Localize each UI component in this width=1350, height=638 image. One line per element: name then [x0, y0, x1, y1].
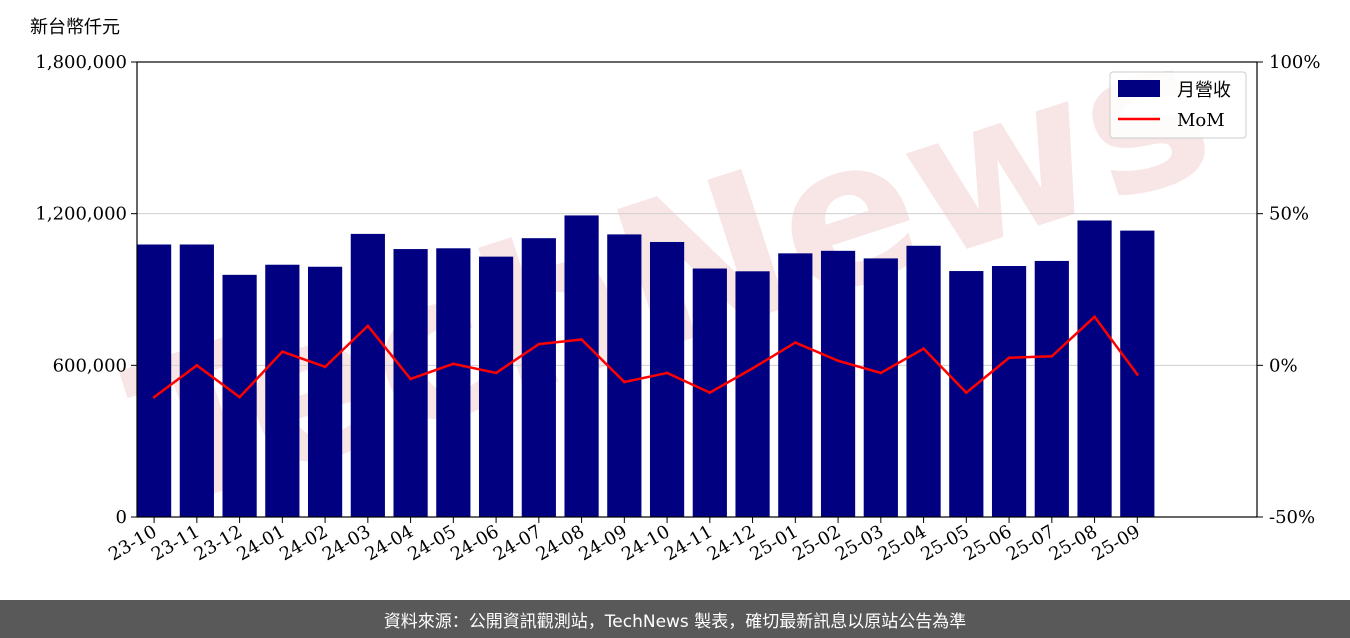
legend-label-revenue: 月營收 — [1177, 80, 1231, 101]
bar-series — [137, 215, 1155, 518]
x-tick-label-24-07: 24-07 — [490, 521, 545, 565]
mom-point-25-02 — [836, 359, 840, 363]
bar-25-07 — [1034, 260, 1069, 517]
x-tick-label-25-04: 25-04 — [875, 521, 930, 565]
bar-25-06 — [991, 265, 1027, 517]
mom-point-23-12 — [238, 395, 241, 399]
bar-25-08 — [1077, 220, 1112, 517]
x-tick-label-25-03: 25-03 — [832, 521, 887, 565]
bar-24-06 — [478, 256, 514, 517]
x-tick-label-25-02: 25-02 — [789, 521, 844, 565]
x-tick-label-24-11: 24-11 — [661, 521, 716, 565]
mom-point-24-09 — [622, 380, 626, 384]
x-tick-label-25-01: 25-01 — [746, 521, 801, 565]
mom-point-24-10 — [665, 371, 669, 375]
mom-point-24-06 — [494, 371, 498, 375]
mom-line — [153, 315, 1139, 399]
mom-point-24-08 — [580, 338, 583, 341]
x-tick-label-24-02: 24-02 — [276, 521, 331, 565]
x-tick-label-24-04: 24-04 — [362, 521, 417, 565]
bar-25-01 — [778, 253, 813, 517]
mom-point-25-01 — [793, 341, 797, 344]
x-tick-label-25-05: 25-05 — [917, 521, 972, 565]
mom-point-24-11 — [708, 391, 712, 395]
bar-25-02 — [820, 250, 856, 517]
bar-24-02 — [307, 266, 343, 517]
legend: 月營收 MoM — [1109, 71, 1247, 139]
footer-source-note: 資料來源：公開資訊觀測站，TechNews 製表，確切最新訊息以原站公告為準 — [0, 600, 1350, 638]
line-series — [152, 315, 1139, 399]
x-tick-label-23-10: 23-10 — [105, 521, 160, 565]
mom-point-25-09 — [1135, 373, 1139, 376]
x-tick-label-24-09: 24-09 — [575, 521, 630, 565]
x-tick-label-25-08: 25-08 — [1046, 521, 1101, 565]
bar-24-05 — [436, 248, 471, 517]
mom-point-25-04 — [922, 347, 925, 351]
right-tick-label: 100% — [1269, 52, 1320, 73]
mom-point-23-10 — [152, 395, 156, 399]
right-tick-label: 0% — [1269, 355, 1298, 376]
x-tick-label-25-06: 25-06 — [960, 521, 1015, 565]
x-tick-label-24-06: 24-06 — [447, 521, 502, 565]
mom-point-24-12 — [751, 366, 754, 370]
x-tick-label-24-05: 24-05 — [404, 521, 459, 565]
bar-24-12 — [735, 271, 770, 517]
x-tick-label-24-10: 24-10 — [618, 521, 673, 565]
right-tick-label: -50% — [1269, 507, 1315, 528]
mom-point-24-04 — [409, 377, 412, 381]
mom-point-25-06 — [1007, 356, 1011, 360]
bar-24-09 — [607, 234, 642, 517]
left-tick-label: 1,800,000 — [35, 52, 127, 73]
mom-point-24-05 — [451, 362, 455, 366]
bar-24-08 — [564, 215, 599, 518]
revenue-chart: 新台幣仟元 TechNews 0600,0001,200,0001,800,00… — [30, 0, 1320, 565]
legend-swatch-revenue — [1118, 80, 1160, 97]
mom-point-25-03 — [879, 371, 883, 375]
left-tick-label: 0 — [116, 507, 127, 528]
bar-23-10 — [137, 244, 172, 517]
bar-24-03 — [350, 233, 385, 517]
mom-point-24-07 — [537, 342, 541, 346]
mom-point-24-01 — [280, 350, 284, 354]
x-tick-label-24-12: 24-12 — [704, 521, 759, 565]
x-tick-label-24-08: 24-08 — [533, 521, 588, 565]
legend-label-mom: MoM — [1177, 110, 1225, 131]
bar-24-07 — [521, 238, 556, 518]
x-tick-label-25-09: 25-09 — [1088, 521, 1143, 565]
mom-point-24-02 — [323, 365, 327, 369]
y-axis-unit-label: 新台幣仟元 — [30, 17, 120, 38]
mom-point-25-05 — [964, 391, 968, 395]
x-tick-label-25-07: 25-07 — [1003, 521, 1058, 565]
bar-24-01 — [265, 264, 300, 517]
bar-25-04 — [906, 245, 941, 517]
bar-23-11 — [179, 244, 214, 517]
mom-point-25-08 — [1093, 315, 1096, 319]
mom-point-23-11 — [195, 363, 199, 367]
left-tick-label: 600,000 — [53, 355, 127, 376]
mom-point-25-07 — [1050, 354, 1054, 358]
bar-25-03 — [863, 258, 898, 517]
plot-frame — [136, 61, 1258, 518]
mom-point-24-03 — [366, 324, 370, 328]
left-tick-label: 1,200,000 — [35, 204, 127, 225]
bar-24-04 — [393, 249, 428, 518]
x-tick-label-24-03: 24-03 — [319, 521, 374, 565]
right-tick-label: 50% — [1269, 204, 1309, 225]
